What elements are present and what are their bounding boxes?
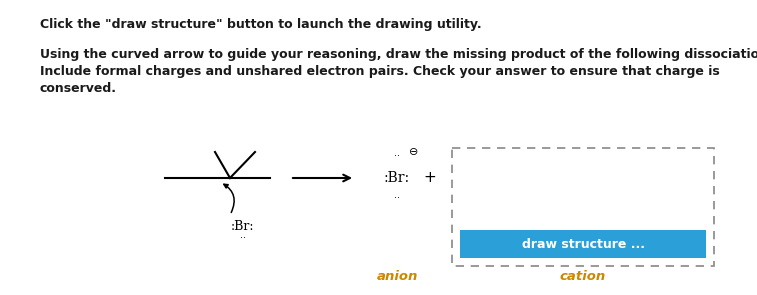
Text: anion: anion (376, 270, 418, 283)
Text: draw structure ...: draw structure ... (522, 237, 644, 250)
Text: :Br:: :Br: (231, 220, 255, 233)
Text: Using the curved arrow to guide your reasoning, draw the missing product of the : Using the curved arrow to guide your rea… (40, 48, 757, 61)
Bar (460, 230, 706, 258)
Text: cation: cation (560, 270, 606, 283)
Text: +: + (424, 171, 436, 186)
Text: Click the "draw structure" button to launch the drawing utility.: Click the "draw structure" button to lau… (40, 18, 481, 31)
Text: Include formal charges and unshared electron pairs. Check your answer to ensure : Include formal charges and unshared elec… (40, 65, 720, 78)
Bar (452, 148, 714, 266)
Text: ⊖: ⊖ (410, 147, 419, 157)
Text: ··: ·· (240, 233, 246, 243)
Text: conserved.: conserved. (40, 82, 117, 95)
Text: :Br:: :Br: (384, 171, 410, 185)
Text: ··: ·· (394, 193, 400, 203)
Text: ··: ·· (394, 151, 400, 161)
